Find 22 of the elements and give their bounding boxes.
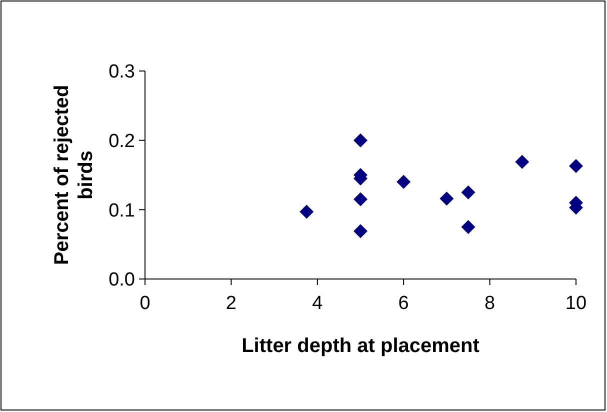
x-tick-label: 8 (484, 293, 496, 314)
point (461, 185, 476, 200)
point (396, 174, 411, 189)
point (461, 220, 476, 234)
point (354, 224, 368, 238)
point (354, 192, 368, 206)
y-axis-title: Percent of rejected birds (51, 84, 97, 266)
y-tick-label: 0.0 (108, 270, 135, 291)
x-tick-label: 4 (312, 293, 324, 314)
point (515, 154, 530, 169)
x-tick-label: 0 (140, 293, 150, 314)
point (569, 158, 583, 173)
x-tick-label: 10 (565, 293, 587, 314)
y-tick-label: 0.3 (108, 62, 135, 83)
point (300, 204, 314, 219)
x-axis-title: Litter depth at placement (242, 335, 480, 357)
point (440, 192, 454, 206)
x-tick-label: 2 (226, 293, 236, 314)
y-tick-label: 0.2 (108, 130, 135, 152)
x-tick-label: 6 (398, 293, 409, 314)
y-tick-label: 0.1 (108, 200, 135, 222)
point (354, 133, 368, 148)
